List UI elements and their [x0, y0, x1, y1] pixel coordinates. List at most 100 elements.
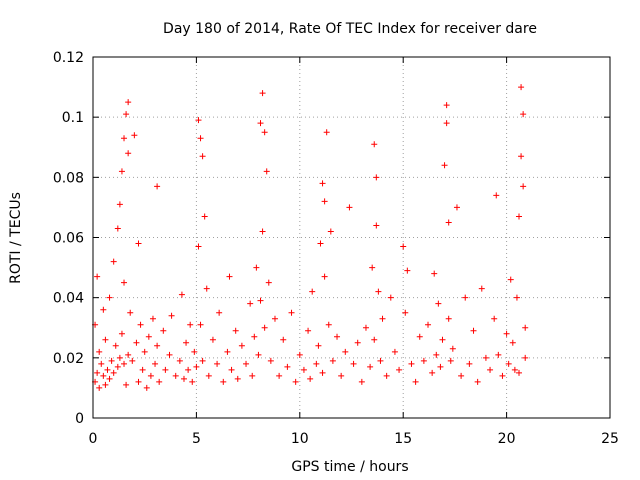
- data-point: [305, 327, 312, 334]
- data-point: [329, 357, 336, 364]
- data-point: [185, 366, 192, 373]
- data-point: [487, 366, 494, 373]
- data-point: [493, 192, 500, 199]
- data-point: [102, 381, 109, 388]
- data-point: [162, 366, 169, 373]
- data-point: [325, 321, 332, 328]
- data-point: [116, 354, 123, 361]
- data-point: [478, 285, 485, 292]
- data-point: [131, 132, 138, 139]
- data-point: [141, 348, 148, 355]
- data-point: [391, 348, 398, 355]
- data-point: [121, 135, 128, 142]
- data-point: [257, 120, 264, 127]
- data-point: [474, 378, 481, 385]
- data-point: [251, 333, 258, 340]
- data-point: [261, 324, 268, 331]
- data-point: [338, 372, 345, 379]
- data-point: [189, 378, 196, 385]
- data-point: [145, 333, 152, 340]
- data-point: [445, 315, 452, 322]
- data-point: [495, 351, 502, 358]
- data-point: [98, 360, 105, 367]
- data-point: [387, 294, 394, 301]
- data-point: [307, 375, 314, 382]
- data-point: [379, 315, 386, 322]
- data-point: [404, 267, 411, 274]
- data-point: [96, 384, 103, 391]
- data-point: [518, 153, 525, 160]
- data-point: [168, 312, 175, 319]
- data-point: [466, 360, 473, 367]
- data-point: [166, 351, 173, 358]
- data-point: [106, 294, 113, 301]
- data-point: [439, 336, 446, 343]
- x-tick-label: 10: [291, 431, 309, 447]
- data-point: [106, 375, 113, 382]
- data-point: [334, 333, 341, 340]
- data-point: [253, 264, 260, 271]
- data-point: [263, 168, 270, 175]
- data-point: [183, 339, 190, 346]
- data-point: [449, 345, 456, 352]
- data-point: [209, 336, 216, 343]
- data-point: [288, 309, 295, 316]
- x-axis-label: GPS time / hours: [291, 459, 408, 475]
- data-point: [100, 306, 107, 313]
- data-point: [243, 360, 250, 367]
- data-point: [94, 369, 101, 376]
- data-point: [195, 243, 202, 250]
- data-point: [203, 285, 210, 292]
- data-point: [470, 327, 477, 334]
- data-point: [516, 213, 523, 220]
- data-point: [513, 294, 520, 301]
- data-point: [503, 330, 510, 337]
- data-point: [123, 381, 130, 388]
- data-point: [259, 90, 266, 97]
- data-point: [522, 354, 529, 361]
- data-point: [420, 357, 427, 364]
- data-point: [100, 372, 107, 379]
- data-point: [319, 369, 326, 376]
- data-point: [435, 300, 442, 307]
- data-point: [373, 174, 380, 181]
- data-point: [201, 213, 208, 220]
- y-tick-label: 0.04: [53, 291, 84, 307]
- data-point: [191, 348, 198, 355]
- data-point: [296, 351, 303, 358]
- data-point: [118, 330, 125, 337]
- data-point: [261, 129, 268, 136]
- data-point: [118, 168, 125, 175]
- data-point: [280, 336, 287, 343]
- data-point: [412, 378, 419, 385]
- data-point: [520, 183, 527, 190]
- data-point: [271, 315, 278, 322]
- data-point: [377, 357, 384, 364]
- data-point: [127, 309, 134, 316]
- data-point: [369, 264, 376, 271]
- data-point: [371, 336, 378, 343]
- data-point: [509, 339, 516, 346]
- data-point: [309, 288, 316, 295]
- data-point: [234, 375, 241, 382]
- x-tick-label: 15: [394, 431, 412, 447]
- data-point: [187, 321, 194, 328]
- data-point: [123, 111, 130, 118]
- data-point: [346, 204, 353, 211]
- data-point: [441, 162, 448, 169]
- data-point: [358, 378, 365, 385]
- data-point: [125, 99, 132, 106]
- data-point: [354, 339, 361, 346]
- x-tick-label: 0: [89, 431, 98, 447]
- data-point: [121, 279, 128, 286]
- data-point: [447, 357, 454, 364]
- data-point: [265, 279, 272, 286]
- data-point: [520, 111, 527, 118]
- data-point: [112, 342, 119, 349]
- data-point: [445, 219, 452, 226]
- x-tick-label: 20: [498, 431, 516, 447]
- data-point: [518, 84, 525, 91]
- data-point: [267, 357, 274, 364]
- data-point: [121, 360, 128, 367]
